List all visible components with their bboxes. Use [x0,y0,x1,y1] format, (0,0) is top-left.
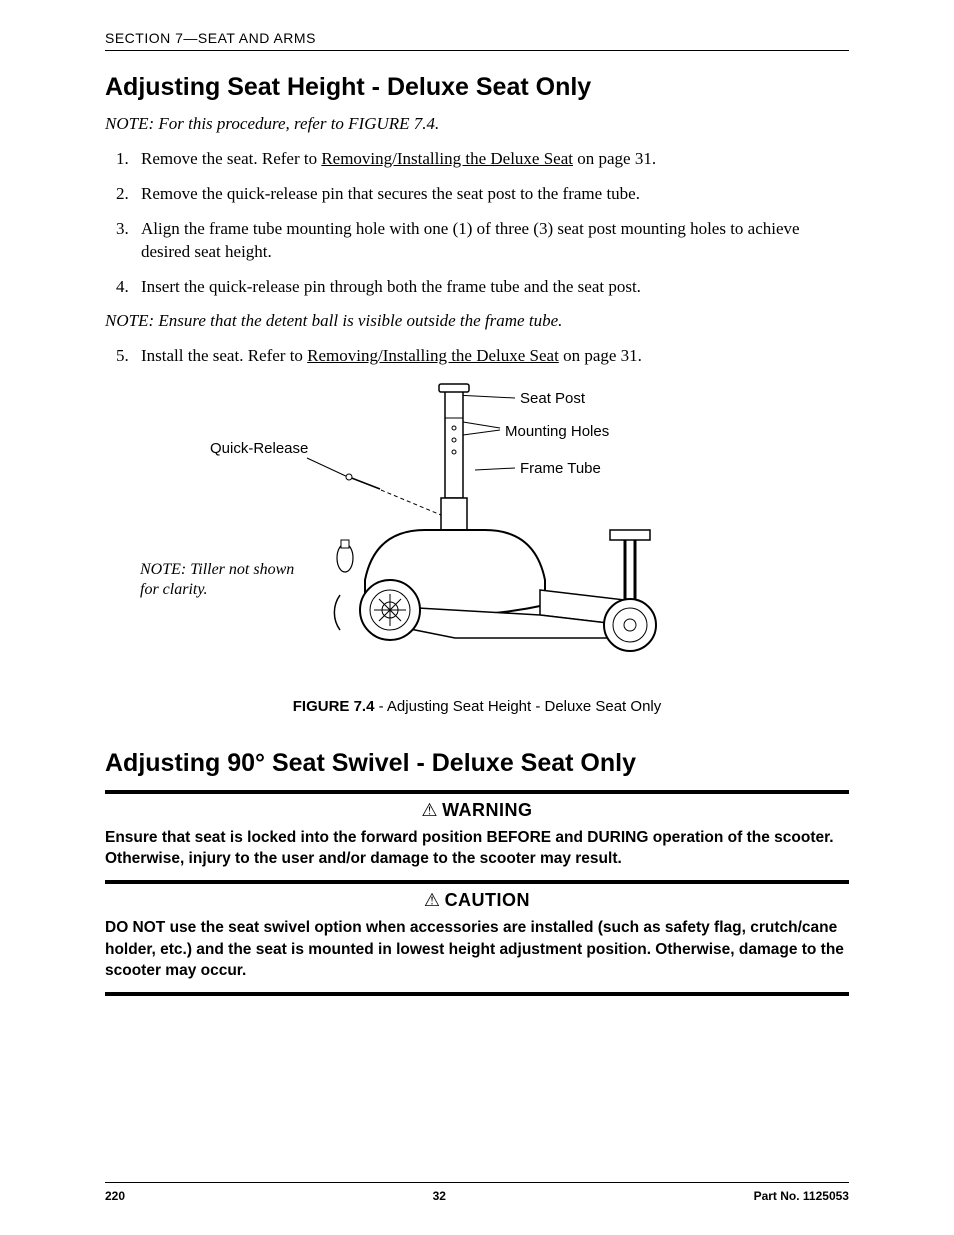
note-detent-ball: NOTE: Ensure that the detent ball is vis… [105,311,849,331]
caution-triangle-icon: ⚠ [424,890,441,910]
step-3: Align the frame tube mounting hole with … [133,218,849,264]
section-header: SECTION 7—SEAT AND ARMS [105,30,849,51]
warning-title: ⚠WARNING [105,800,849,821]
heading-adjust-seat-swivel: Adjusting 90° Seat Swivel - Deluxe Seat … [105,749,849,778]
warning-body: Ensure that seat is locked into the forw… [105,827,849,870]
warning-title-text: WARNING [442,800,533,820]
step-4: Insert the quick-release pin through bot… [133,276,849,299]
page: SECTION 7—SEAT AND ARMS Adjusting Seat H… [0,0,954,1235]
step-5-post: on page 31. [559,346,642,365]
figure-7-4: Quick-Release Seat Post Mounting Holes F… [105,380,849,680]
figure-note-tiller: NOTE: Tiller not shown for clarity. [140,560,300,602]
caution-title-text: CAUTION [445,890,531,910]
caution-title: ⚠CAUTION [105,890,849,911]
warning-bottom-rule [105,880,849,884]
heading-adjust-seat-height: Adjusting Seat Height - Deluxe Seat Only [105,73,849,102]
figure-caption-text: - Adjusting Seat Height - Deluxe Seat On… [374,698,661,715]
label-quick-release: Quick-Release [210,440,308,457]
page-footer: 220 32 Part No. 1125053 [105,1182,849,1203]
step-5: Install the seat. Refer to Removing/Inst… [133,345,849,368]
step-1-link: Removing/Installing the Deluxe Seat [321,149,573,168]
steps-list-a: Remove the seat. Refer to Removing/Insta… [105,148,849,299]
note-procedure-ref: NOTE: For this procedure, refer to FIGUR… [105,114,849,134]
warning-triangle-icon: ⚠ [421,800,438,820]
scooter-diagram-icon [305,380,665,670]
figure-caption: FIGURE 7.4 - Adjusting Seat Height - Del… [105,698,849,715]
caution-body: DO NOT use the seat swivel option when a… [105,917,849,982]
footer-right: Part No. 1125053 [754,1189,849,1203]
step-1: Remove the seat. Refer to Removing/Insta… [133,148,849,171]
footer-left: 220 [105,1189,125,1203]
step-5-pre: Install the seat. Refer to [141,346,307,365]
caution-bottom-rule [105,992,849,996]
footer-center: 32 [433,1189,446,1203]
step-5-link: Removing/Installing the Deluxe Seat [307,346,559,365]
figure-number: FIGURE 7.4 [293,698,375,715]
step-2: Remove the quick-release pin that secure… [133,183,849,206]
steps-list-b: Install the seat. Refer to Removing/Inst… [105,345,849,368]
step-1-post: on page 31. [573,149,656,168]
warning-top-rule [105,790,849,794]
step-1-pre: Remove the seat. Refer to [141,149,321,168]
